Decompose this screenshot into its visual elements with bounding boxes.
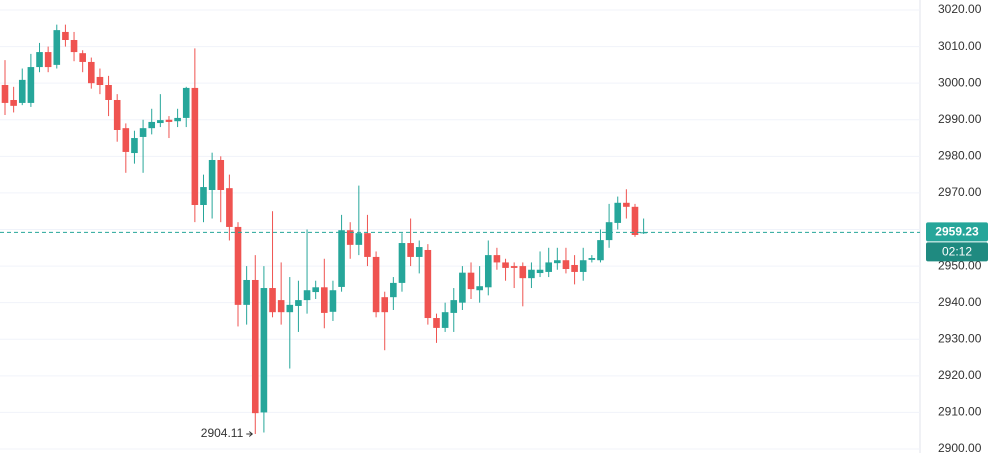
candle-body bbox=[588, 258, 596, 260]
candle-body bbox=[562, 260, 570, 270]
candle-body bbox=[484, 255, 492, 288]
candle-body bbox=[157, 120, 164, 124]
candle-body bbox=[303, 290, 311, 301]
candle-body bbox=[226, 188, 233, 227]
candle-body bbox=[536, 269, 544, 274]
candle-body bbox=[346, 230, 354, 245]
candle-body bbox=[364, 233, 371, 257]
candle-body bbox=[476, 286, 483, 291]
candle-body bbox=[631, 206, 639, 235]
candle-body bbox=[79, 53, 86, 62]
candle-body bbox=[286, 304, 294, 313]
candle-body bbox=[381, 297, 389, 313]
low-annotation: 2904.11 bbox=[201, 426, 244, 440]
candle-body bbox=[605, 222, 613, 241]
candle-body bbox=[597, 240, 604, 261]
y-tick-label: 2930.00 bbox=[938, 331, 982, 345]
candle-body bbox=[62, 31, 69, 40]
candle-body bbox=[467, 272, 475, 290]
candle-body bbox=[415, 247, 423, 257]
candle-body bbox=[277, 300, 285, 313]
candle-body bbox=[208, 159, 216, 190]
y-tick-label: 2980.00 bbox=[938, 149, 982, 163]
y-tick-label: 3000.00 bbox=[938, 75, 982, 89]
price-label: 2959.23 bbox=[935, 224, 979, 238]
candle-body bbox=[36, 52, 43, 68]
candle-body bbox=[623, 202, 630, 207]
candle-body bbox=[614, 202, 622, 223]
candle-body bbox=[44, 52, 52, 68]
candle-body bbox=[174, 117, 181, 122]
candle-body bbox=[27, 67, 35, 103]
low-arrow bbox=[246, 431, 254, 437]
candle-body bbox=[493, 255, 501, 263]
candle-body bbox=[165, 119, 173, 122]
price-label-box bbox=[926, 222, 988, 242]
y-tick-label: 2970.00 bbox=[938, 185, 982, 199]
candle-body bbox=[88, 61, 95, 84]
candle-body bbox=[554, 260, 561, 264]
candle-body bbox=[545, 262, 552, 272]
candle-body bbox=[200, 187, 207, 205]
candle-body bbox=[433, 318, 440, 328]
candle-body bbox=[70, 39, 78, 53]
candle-body bbox=[251, 279, 259, 414]
candle-body bbox=[191, 87, 199, 205]
candle-body bbox=[502, 262, 509, 268]
candle-body bbox=[312, 287, 319, 293]
candle-body bbox=[18, 79, 26, 103]
candle-body bbox=[131, 138, 138, 154]
candle-body bbox=[640, 232, 647, 234]
y-tick-label: 2950.00 bbox=[938, 258, 982, 272]
countdown-box bbox=[926, 242, 988, 262]
candle-body bbox=[96, 76, 104, 85]
y-tick-label: 2910.00 bbox=[938, 405, 982, 419]
candle-body bbox=[53, 30, 61, 65]
y-tick-label: 2920.00 bbox=[938, 368, 982, 382]
candle-body bbox=[459, 272, 466, 303]
candle-body bbox=[571, 264, 578, 272]
candle-body bbox=[390, 282, 397, 298]
y-tick-label: 2990.00 bbox=[938, 112, 982, 126]
candle-body bbox=[329, 290, 337, 312]
y-tick-label: 3010.00 bbox=[938, 39, 982, 53]
candle-body bbox=[243, 279, 250, 305]
candle-body bbox=[234, 226, 242, 305]
candle-body bbox=[139, 128, 147, 137]
candle-body bbox=[372, 256, 380, 313]
candle-body bbox=[450, 300, 458, 313]
countdown: 02:12 bbox=[942, 244, 972, 258]
y-tick-label: 3020.00 bbox=[938, 2, 982, 16]
candle-body bbox=[122, 128, 130, 152]
candle-body bbox=[424, 249, 432, 319]
candle-body bbox=[10, 99, 17, 106]
candle-body bbox=[355, 233, 363, 245]
candle-body bbox=[269, 288, 276, 313]
candle-body bbox=[113, 99, 121, 130]
candle-body bbox=[182, 87, 190, 118]
candle-body bbox=[217, 159, 225, 190]
candle-body bbox=[519, 266, 527, 279]
candle-body bbox=[321, 287, 328, 313]
candle-body bbox=[579, 260, 587, 272]
candle-body bbox=[148, 121, 156, 129]
candle-body bbox=[398, 243, 406, 283]
candle-body bbox=[407, 243, 414, 257]
candle-body bbox=[441, 312, 449, 328]
candle-body bbox=[105, 84, 112, 100]
candle-body bbox=[1, 84, 9, 103]
candle-body bbox=[528, 269, 535, 279]
candle-body bbox=[338, 230, 345, 287]
candle-body bbox=[510, 266, 518, 268]
candle-body bbox=[260, 288, 268, 413]
candle-body bbox=[295, 300, 302, 306]
y-tick-label: 2900.00 bbox=[938, 441, 982, 453]
y-tick-label: 2940.00 bbox=[938, 295, 982, 309]
